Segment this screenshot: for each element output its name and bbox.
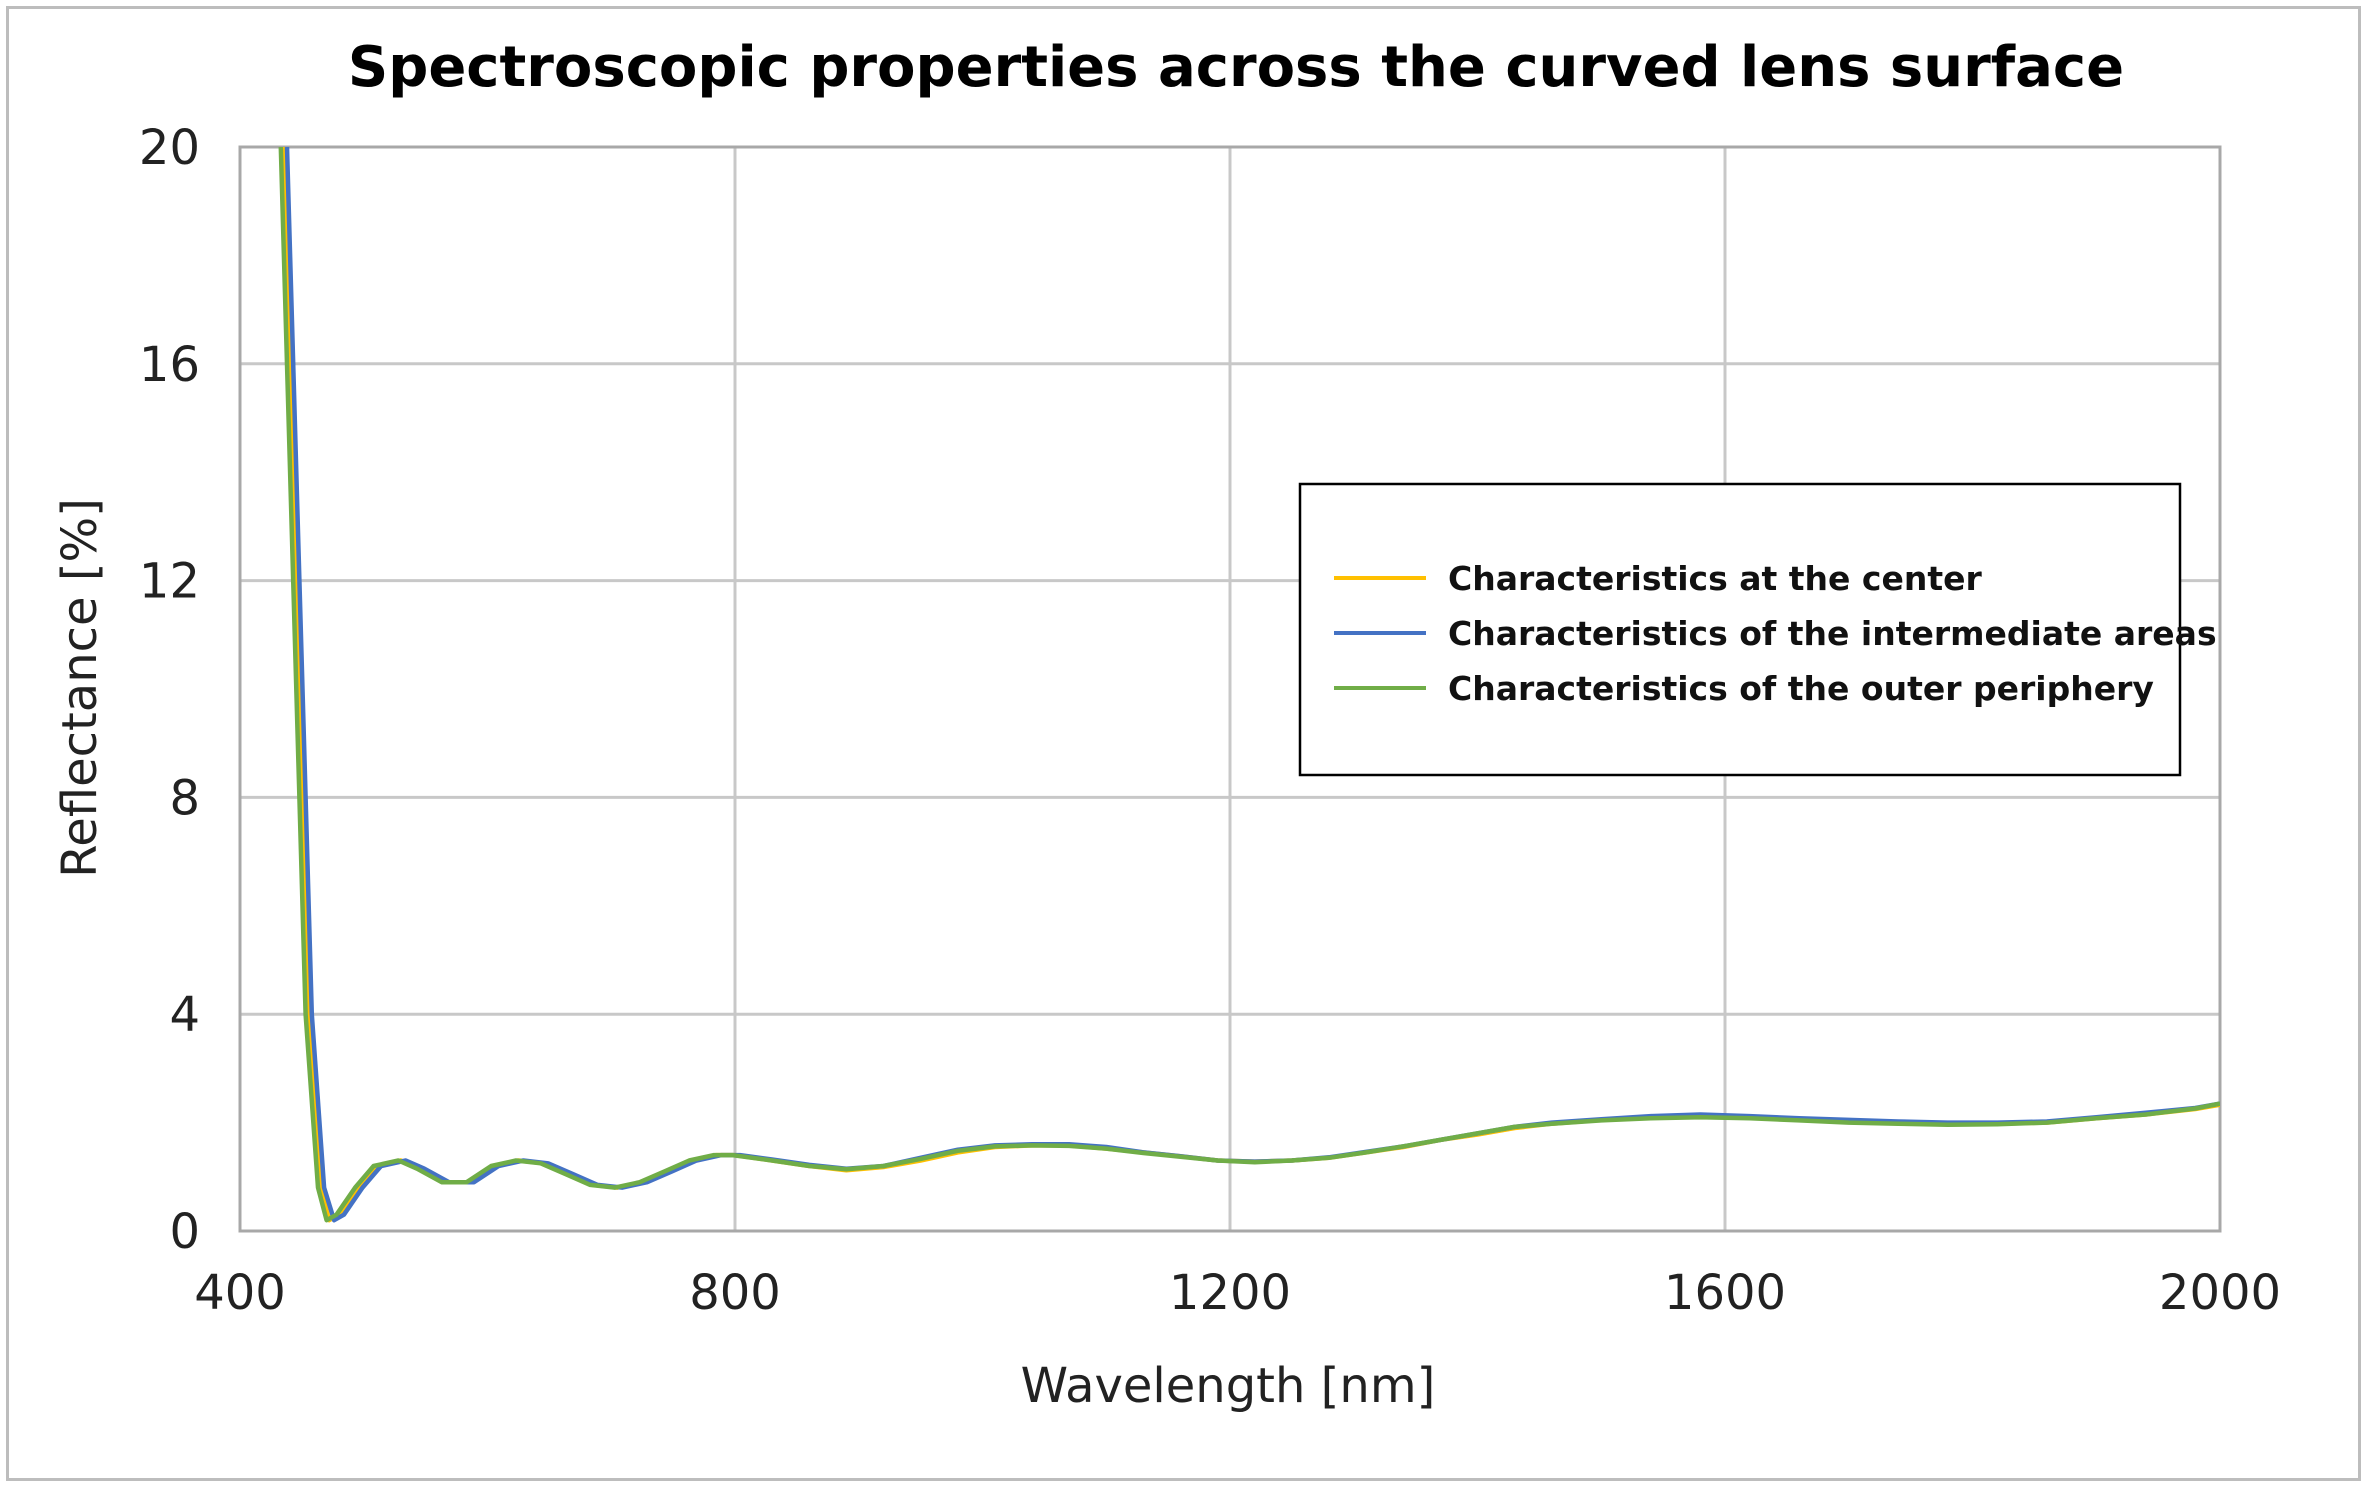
y-tick-label: 12: [139, 554, 200, 610]
legend: Characteristics at the center Characteris…: [1298, 482, 2217, 777]
legend-label-2: Characteristics of the outer periphery: [1448, 669, 2154, 708]
y-tick-label: 4: [169, 987, 200, 1043]
x-tick-label: 400: [194, 1265, 286, 1321]
legend-label-0: Characteristics at the center: [1448, 559, 1983, 598]
y-tick-label: 8: [169, 770, 200, 826]
chart-title: Spectroscopic properties across the curv…: [348, 35, 2124, 100]
series-lines: [278, 147, 2220, 1223]
x-tick-label: 1200: [1169, 1265, 1291, 1321]
x-tick-label: 2000: [2159, 1265, 2281, 1321]
legend-label-1: Characteristics of the intermediate area…: [1448, 614, 2217, 653]
y-axis-label: Reflectance [%]: [52, 498, 108, 878]
legend-box: [1298, 482, 2182, 777]
plot-area-border: [238, 145, 2222, 1233]
y-tick-label: 0: [169, 1204, 200, 1260]
y-tick-label: 20: [139, 120, 200, 176]
x-tick-label: 1600: [1664, 1265, 1786, 1321]
series-line-2: [278, 147, 2220, 1223]
y-tick-label: 16: [139, 337, 200, 393]
x-tick-label: 800: [689, 1265, 781, 1321]
tick-labels: 0 4 8 12 16 20 400 800 1200 1600 2000: [139, 120, 2281, 1321]
x-axis-label: Wavelength [nm]: [1021, 1358, 1436, 1414]
